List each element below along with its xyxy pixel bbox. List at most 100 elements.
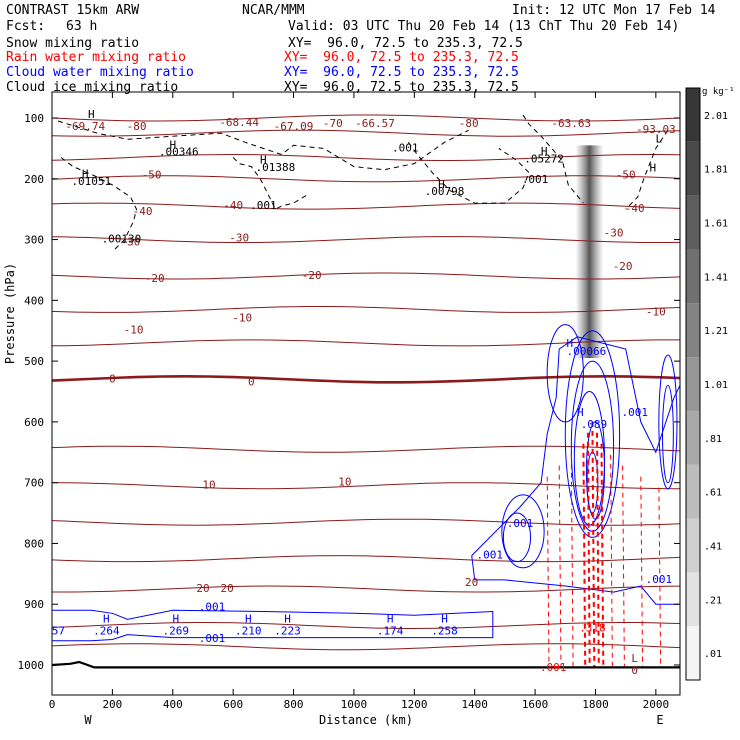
colorbar-cell [686,464,700,519]
x-tick-label: 400 [163,698,183,711]
cloud-water-label: .001 [507,517,534,530]
snow-label: .00130 [102,233,142,246]
colorbar-tick-label: 2.01 [704,111,728,122]
temperature-label: -40 [625,202,645,215]
field-cloud-ice-xy: XY= 96.0, 72.5 to 235.3, 72.5 [284,80,519,95]
snow-label: .01051 [71,175,111,188]
temperature-contour [52,445,680,453]
snow-label: L [656,132,663,145]
cloud-water-label: .001 [199,600,226,613]
temperature-label: -50 [142,169,162,182]
temperature-label: -30 [229,231,249,244]
snow-shading [575,145,604,359]
temperature-label: -10 [124,324,144,337]
temperature-contour [52,555,680,563]
x-tick-label: 1000 [341,698,368,711]
x-tick-label: 200 [102,698,122,711]
colorbar-tick-label: 1.81 [704,165,728,176]
plot-frame [51,91,681,696]
temperature-contour [52,643,680,651]
colorbar-cell [686,357,700,411]
snow-label: H [541,145,548,158]
temperature-contour [52,129,680,137]
temperature-label: -68.44 [219,116,259,129]
cloud-water-label: H [172,612,179,625]
x-axis-title: Distance (km) [319,713,413,727]
snow-contour [522,114,584,204]
x-tick-label: 800 [284,698,304,711]
east-label: E [656,713,663,727]
snow-label: H [169,138,176,151]
temperature-label: 0 [248,375,255,388]
x-tick-label: 600 [223,698,243,711]
temperature-label: 0 [631,664,638,677]
colorbar-cell [686,88,700,142]
x-tick-label: 0 [49,698,56,711]
cloud-water-label: H [103,612,110,625]
rain-water-contour [640,476,644,669]
y-tick-label: 400 [24,294,44,307]
y-tick-label: 100 [24,112,44,125]
temperature-label: -40 [223,199,243,212]
x-tick-label: 1600 [522,698,549,711]
valid-time: Valid: 03 UTC Thu 20 Feb 14 (13 ChT Thu … [288,19,680,34]
temperature-label: 10 [202,479,215,492]
temperature-contour [52,518,680,526]
cloud-water-contour [546,324,584,423]
temperature-label: -70 [323,117,343,130]
colorbar-tick-label: .21 [704,595,722,606]
cloud-water-contour [501,494,545,569]
snow-label: .00798 [425,185,465,198]
init-time: Init: 12 UTC Mon 17 Feb 14 [512,3,716,18]
cloud-water-label: .089 [581,418,608,431]
cloud-water-label: .264 [93,625,120,638]
temperature-contour [52,339,680,347]
cloud-water-label: .269 [163,625,190,638]
surface-line [52,660,680,669]
temperature-label: -10 [646,305,666,318]
snow-label: H [260,154,267,167]
x-tick-label: 2000 [643,698,670,711]
rain-water-contour [600,443,605,669]
colorbar-tick-label: .41 [704,541,722,552]
snow-contour [625,129,669,210]
temperature-label: -67.09 [274,120,314,133]
temperature-label: -93.03 [636,123,676,136]
colorbar-tick-label: .81 [704,434,722,445]
temperature-contour [52,306,680,313]
cloud-water-label: H [245,612,252,625]
field-cloud-ice-name: Cloud ice mixing ratio [6,80,179,95]
temperature-contour [52,153,680,161]
snow-label: H [88,108,95,121]
colorbar-tick-label: 1.01 [704,380,728,391]
cloud-water-contour [661,384,674,484]
colorbar-unit: g kg⁻¹ [702,87,735,97]
cloud-water-label: .00066 [567,345,607,358]
temperature-label: 20 [465,576,478,589]
snow-contour [232,157,309,210]
temperature-label: 10 [338,476,351,489]
field-snow-xy: XY= 96.0, 72.5 to 235.3, 72.5 [288,36,523,51]
colorbar-tick-label: 1.21 [704,326,728,337]
y-tick-label: 700 [24,477,44,490]
snow-label: H [650,161,657,174]
cloud-water-label: .258 [431,625,458,638]
colorbar-cell [686,410,700,465]
org-label: NCAR/MMM [242,3,305,18]
temperature-contour [52,175,680,183]
y-tick-label: 1000 [18,659,45,672]
rain-water-contour [658,487,662,669]
y-tick-label: 900 [24,598,44,611]
snow-label: H [438,178,445,191]
snow-label: .00346 [159,146,199,159]
y-axis-title: Pressure (hPa) [3,263,17,364]
cloud-water-label: H [387,612,394,625]
colorbar-cell [686,303,700,358]
colorbar-cell [686,141,700,196]
field-rain-xy: XY= 96.0, 72.5 to 235.3, 72.5 [284,50,519,65]
temperature-label: -50 [616,169,636,182]
snow-shaded-column [575,145,604,359]
rain-water-contour [622,465,625,669]
rain-water-contour [582,443,587,669]
